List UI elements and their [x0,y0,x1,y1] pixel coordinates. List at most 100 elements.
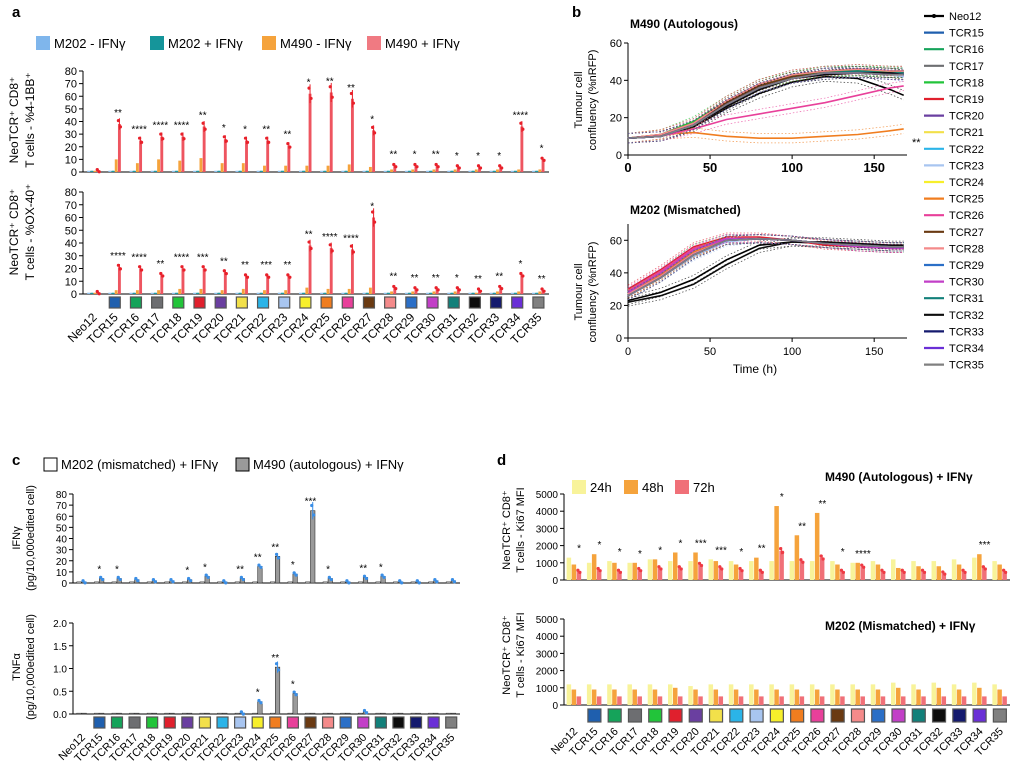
panel-b-top-title: M490 (Autologous) [630,17,738,31]
panel-d-bottom-bar [673,687,678,705]
panel-c-legend-label: M202 (mismatched) + IFNγ [61,457,219,472]
panel-b-legend-label: TCR34 [949,343,984,355]
panel-c-bottom-bar [111,712,117,715]
panel-a-bottom-bar [181,268,185,294]
panel-d-top-bar [961,571,967,580]
panel-c-bottom-bar [380,712,386,715]
panel-a-top-bar [220,163,224,172]
panel-c-top-replicate-dot [134,576,138,581]
panel-a-top-bar [223,139,227,172]
panel-b-bottom-series-band [627,242,904,297]
panel-d-tcr-color-square [972,708,987,723]
panel-d-top-replicate-dot [760,570,764,575]
panel-d-bottom-bar [668,684,673,705]
panel-a-bottom-bar [456,288,460,294]
panel-d-top-significance: * [841,547,845,558]
panel-c-tcr-color-square [181,716,194,729]
panel-a-bottom-replicate-dot [542,289,546,293]
panel-a-bottom-bar [139,268,143,294]
panel-b-bottom-x-tick-label: 100 [783,346,801,358]
panel-d-top-significance: *** [695,538,707,549]
panel-c-tcr-color-square [93,716,106,729]
panel-d-top-bar [982,567,987,580]
panel-c-bottom-ylabel-1: TNFα [11,652,23,680]
panel-d-top-bar [779,550,784,580]
panel-d-top-y-tick-label: 0 [552,576,558,587]
panel-c-bottom-bar [182,712,188,715]
panel-b-top-series-band [627,67,904,134]
panel-a-bottom-significance: ** [538,274,546,285]
panel-c-top-replicate-dot [136,579,140,583]
panel-d-bottom-y-tick-label: 0 [552,701,558,712]
panel-d-bottom-bar [566,684,572,705]
panel-d-tcr-color-square [871,708,886,723]
panel-d-top-bar [977,554,982,580]
panel-a-top-bar [538,169,542,172]
panel-d-top-replicate-dot [679,567,683,571]
panel-a-bottom-replicate-dot [243,273,248,277]
panel-a-bottom-bar [323,292,327,294]
panel-c-top-significance: * [291,560,295,571]
panel-b-legend-marker [932,14,936,18]
panel-a-bottom-bar [220,290,224,294]
panel-a-tcr-color-square [405,296,418,309]
panel-a-top-replicate-dot [370,125,375,129]
panel-b-top-ylabel-2: confluency (%nRFP) [587,50,599,151]
panel-d-top-replicate-dot [781,550,785,555]
panel-a-top-replicate-dot [392,162,396,167]
panel-b-top-series-band [627,65,904,134]
panel-d-top-replicate-dot [920,568,925,572]
panel-a-bottom-bar [390,291,394,294]
panel-a-bottom-bar [259,292,263,294]
panel-a-top-replicate-dot [201,121,205,125]
panel-a-top-replicate-dot [521,127,525,131]
panel-c-top-bar [310,510,316,584]
panel-a-bottom-bar [341,292,345,294]
panel-d-top-y-tick-label: 1000 [536,559,559,570]
panel-c-top-replicate-dot [450,577,455,582]
panel-d-top-bar [652,559,658,580]
panel-a-top-significance: **** [153,121,169,132]
panel-a-bottom-bar [135,290,139,294]
panel-a-top-y-tick-label: 20 [65,142,77,154]
panel-a-bottom-bar [223,272,227,294]
panel-d-top-replicate-dot [720,567,724,571]
panel-a-bottom-bar [535,292,539,294]
panel-d-tcr-color-square [931,708,947,723]
panel-d-bottom-bar [632,689,637,705]
panel-c-bottom-y-tick-label: 1.0 [53,665,67,676]
panel-a-top-bar [341,170,345,172]
panel-b-legend-label: TCR25 [949,194,984,206]
panel-a-top-bar [496,169,499,172]
panel-a-top-significance: * [497,151,501,162]
panel-a-bottom-replicate-dot [349,244,354,248]
panel-b-bottom-series-band [627,232,904,286]
panel-a-top-replicate-dot [394,165,398,169]
panel-d-tcr-color-square [891,708,906,723]
panel-b-legend-label: TCR19 [949,94,984,106]
panel-c-top-replicate-dot [101,577,105,582]
panel-d-top-significance: * [780,492,784,503]
panel-d-top-replicate-dot [943,572,947,576]
panel-b: b M490 (Autologous) M202 (Mismatched) Tu… [572,4,984,376]
panel-a-bottom-replicate-dot [97,292,101,296]
panel-a-top-replicate-dot [288,145,292,149]
panel-a-top-bar [532,170,535,172]
panel-c-bottom-bar [415,712,421,715]
panel-d-top-bar [1002,571,1007,580]
panel-d-top-significance: *** [979,540,991,551]
panel-a-top-bar [520,126,524,172]
panel-a-bottom-bar [266,276,270,294]
panel-c-top-replicate-dot [222,579,226,583]
panel-a-bottom-significance: ** [411,273,419,284]
panel-b-bottom-series-band [627,245,904,307]
panel-b-top-y-tick-label: 0 [616,150,622,162]
panel-c-top-replicate-dot [433,577,437,582]
panel-a-bottom-replicate-dot [500,287,504,291]
panel-a-top-replicate-dot [413,162,417,167]
panel-d-bottom-bar [586,684,592,705]
panel-a-top-replicate-dot [436,165,440,169]
panel-c-top-replicate-dot [417,581,421,585]
